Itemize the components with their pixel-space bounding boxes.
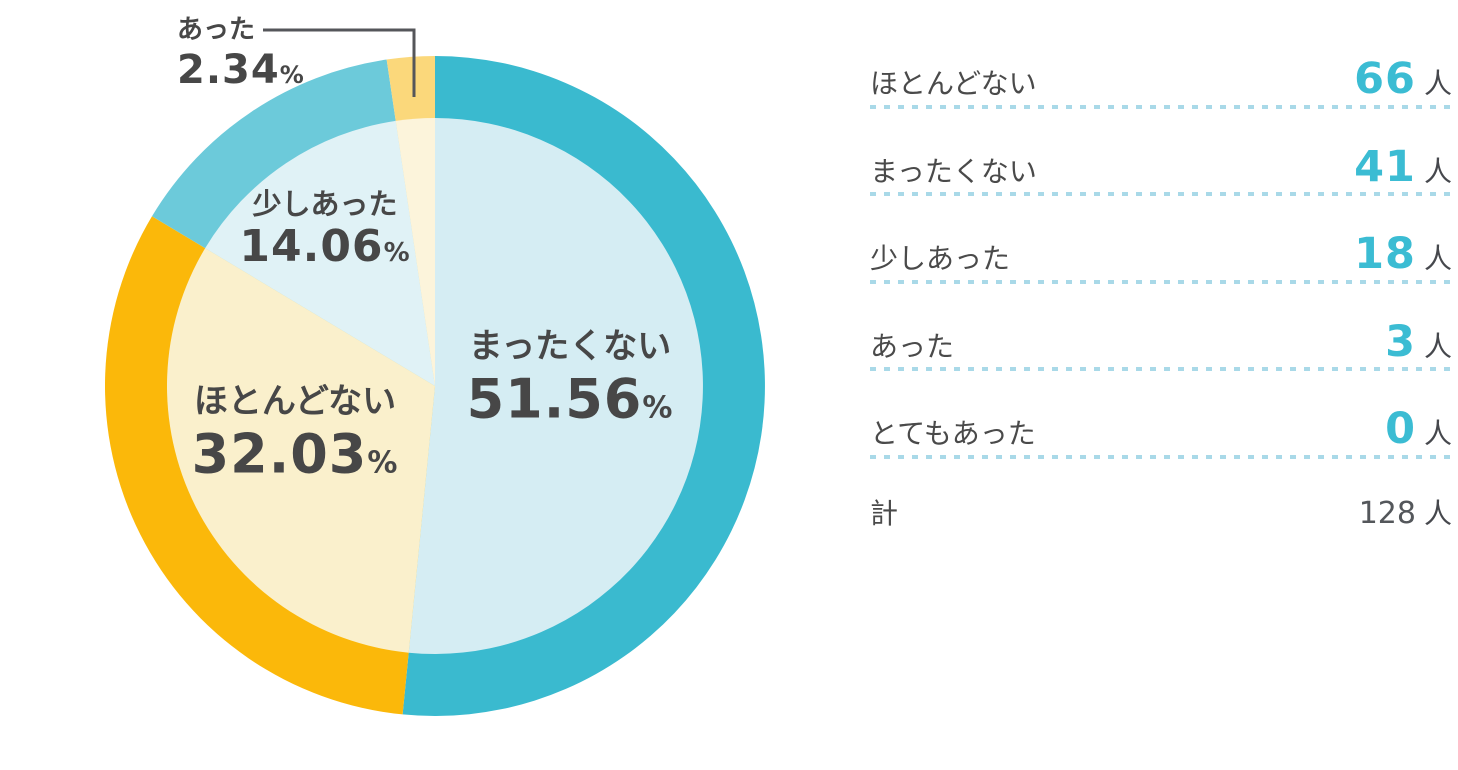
slice-label: 少しあった [252,187,398,221]
row-unit: 人 [1423,242,1452,275]
row-separator [870,279,1452,284]
slice-label: ほとんどない [193,381,397,422]
row-label: まったくない [870,154,1037,188]
slice-percent: 32.03% [191,422,399,486]
row-label: 計 [870,496,899,530]
table-row: ほとんどない 66 人 [870,28,1452,116]
table-row: 少しあった 18 人 [870,203,1452,291]
table-row: とてもあった 0 人 [870,378,1452,466]
pie-label-sukoshiatta: 少しあった 14.06% [239,186,410,278]
row-separator [870,454,1452,459]
callout-line [263,28,416,97]
row-unit: 人 [1423,329,1452,363]
pie-slice-inner-1 [166,248,436,653]
row-label: あった [870,329,955,363]
row-unit: 人 [1423,417,1452,450]
table-row: あった 3 人 [870,291,1452,379]
pie-chart [104,28,765,716]
percent-sign: % [279,61,305,89]
percent-sign: % [367,445,399,481]
percent-sign: % [383,238,411,268]
row-separator [870,104,1452,109]
pie-slice-inner-3 [395,118,435,386]
percent-sign: % [642,390,674,426]
row-unit: 人 [1423,496,1452,530]
row-unit: 人 [1423,154,1452,188]
pie-label-mattakunai: まったくない 51.56% [467,324,674,439]
slice-label: まったくない [468,326,672,367]
pie-slice-inner-0 [408,118,703,654]
slice-label: あった [177,15,256,45]
slice-percent: 2.34% [177,47,305,93]
pie-slice-inner-2 [205,120,435,386]
row-value: 128 [1358,495,1416,531]
row-value: 0 [1385,404,1416,454]
row-unit: 人 [1423,67,1452,100]
row-value: 66 [1354,54,1416,104]
row-separator [870,192,1452,196]
row-value: 3 [1385,316,1416,367]
row-label: とてもあった [870,417,1036,450]
row-value: 18 [1354,229,1416,279]
summary-table: ほとんどない 66 人 まったくない 41 人 少しあった 18 人 あった 3… [870,28,1452,553]
row-label: ほとんどない [870,67,1037,100]
pie-label-hotondonai: ほとんどない 32.03% [192,379,399,494]
row-value: 41 [1354,141,1416,192]
slice-percent: 14.06% [239,221,411,272]
slice-percent: 51.56% [466,367,674,431]
row-separator [870,367,1452,371]
pie-label-atta: あった 2.34% [177,14,305,99]
table-row-total: 計 128 人 [870,466,1452,554]
table-row: まったくない 41 人 [870,116,1452,204]
row-label: 少しあった [870,242,1011,275]
